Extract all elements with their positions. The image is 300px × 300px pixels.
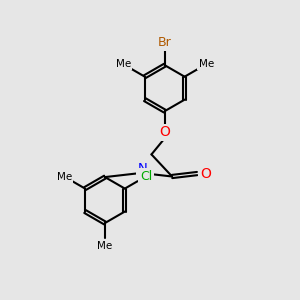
Text: O: O <box>200 167 211 181</box>
Text: Br: Br <box>158 36 172 49</box>
Text: H: H <box>139 172 147 182</box>
Text: Me: Me <box>116 59 131 69</box>
Text: Me: Me <box>56 172 72 182</box>
Text: N: N <box>138 162 148 175</box>
Text: Cl: Cl <box>140 169 153 183</box>
Text: Me: Me <box>199 59 214 69</box>
Text: O: O <box>159 125 170 139</box>
Text: Me: Me <box>97 241 112 251</box>
